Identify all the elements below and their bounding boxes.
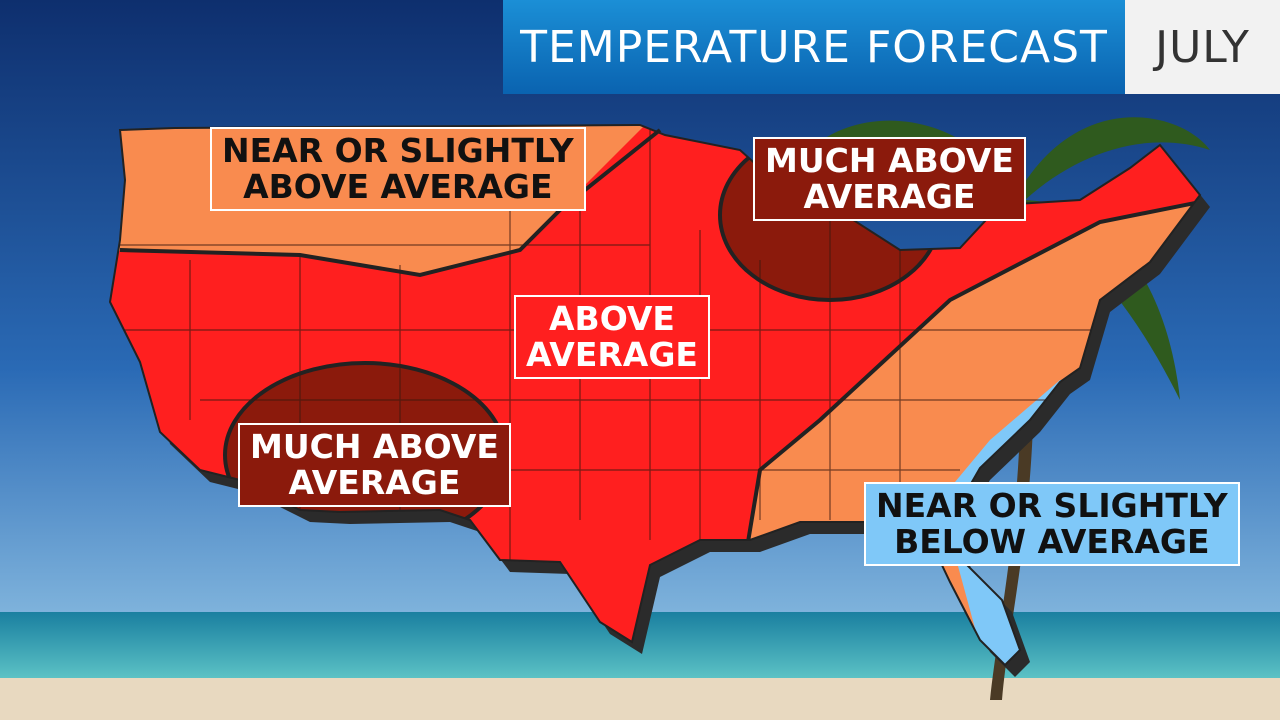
month-banner: JULY xyxy=(1125,0,1280,94)
region-label: NEAR OR SLIGHTLY BELOW AVERAGE xyxy=(864,482,1240,566)
sand xyxy=(0,678,1280,720)
region-label: ABOVE AVERAGE xyxy=(514,295,710,379)
title: TEMPERATURE FORECAST xyxy=(520,21,1108,73)
month: JULY xyxy=(1155,21,1250,73)
label-line: BELOW AVERAGE xyxy=(894,522,1210,561)
label-line: ABOVE AVERAGE xyxy=(243,167,553,206)
label-line: AVERAGE xyxy=(288,463,461,502)
title-banner: TEMPERATURE FORECAST xyxy=(503,0,1125,94)
label-line: MUCH ABOVE xyxy=(250,427,499,466)
label-line: NEAR OR SLIGHTLY xyxy=(222,131,574,170)
label-line: AVERAGE xyxy=(803,177,976,216)
label-line: AVERAGE xyxy=(526,335,698,374)
region-label: MUCH ABOVE AVERAGE xyxy=(238,423,511,507)
label-line: MUCH ABOVE xyxy=(765,141,1014,180)
region-label: MUCH ABOVE AVERAGE xyxy=(753,137,1026,221)
label-line: NEAR OR SLIGHTLY xyxy=(876,486,1228,525)
label-line: ABOVE xyxy=(549,299,675,338)
region-label: NEAR OR SLIGHTLY ABOVE AVERAGE xyxy=(210,127,586,211)
